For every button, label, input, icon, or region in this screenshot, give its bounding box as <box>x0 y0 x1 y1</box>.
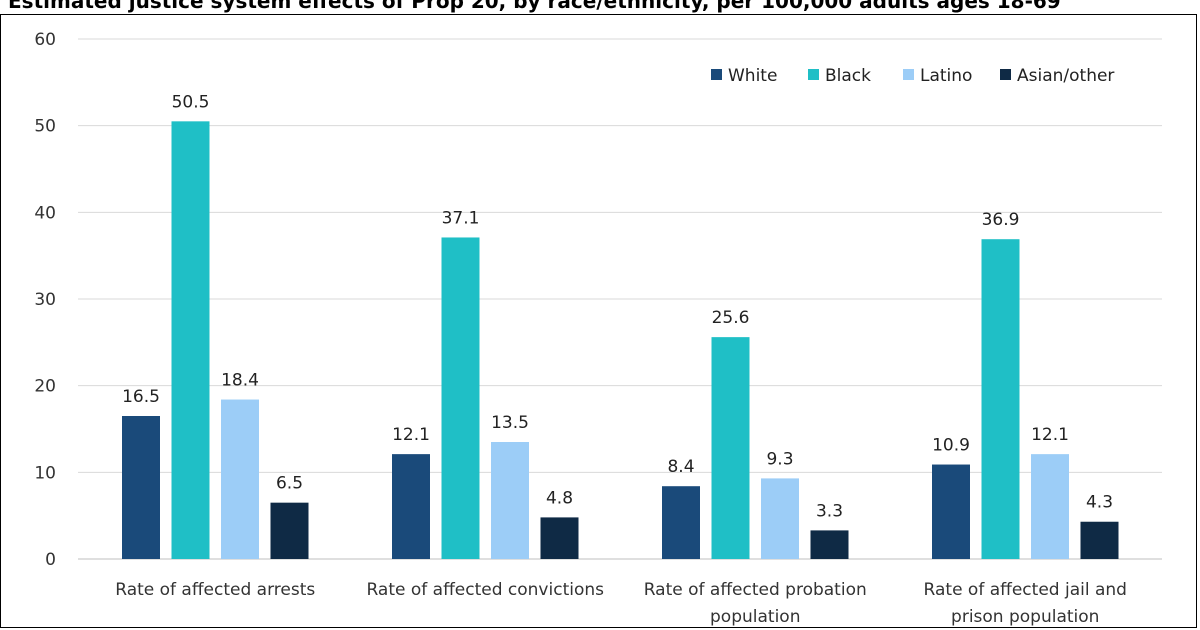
data-labels: 16.5 50.5 18.4 6.5 12.1 37.1 13.5 4.8 8.4 25.6 9.3… <box>122 92 1113 521</box>
bar-white <box>392 454 430 559</box>
x-tick-label: prison population <box>951 607 1099 627</box>
x-tick-label: Rate of affected jail and <box>924 580 1127 600</box>
y-tick-label: 0 <box>45 550 56 570</box>
data-label: 8.4 <box>667 457 694 477</box>
data-label: 50.5 <box>172 92 210 112</box>
data-label: 4.8 <box>546 488 573 508</box>
chart-frame <box>0 14 1197 628</box>
bar-white <box>932 464 970 559</box>
bar-latino <box>221 399 259 559</box>
x-tick-label: Rate of affected probation <box>644 580 867 600</box>
bar-white <box>122 416 160 559</box>
legend-swatch <box>903 69 914 80</box>
x-tick-label: population <box>710 607 800 627</box>
data-label: 9.3 <box>766 449 793 469</box>
data-label: 12.1 <box>392 425 430 445</box>
bar-white <box>662 486 700 559</box>
bar-asian-other <box>270 502 309 559</box>
bar-asian-other <box>1080 521 1119 559</box>
bar-black <box>981 239 1020 559</box>
data-label: 25.6 <box>712 308 750 328</box>
legend-swatch <box>808 69 819 80</box>
data-label: 18.4 <box>221 371 259 391</box>
data-label: 37.1 <box>442 208 480 228</box>
bar-asian-other <box>810 530 849 559</box>
data-label: 13.5 <box>491 413 529 433</box>
bars <box>122 121 1119 559</box>
y-tick-label: 40 <box>34 203 56 223</box>
bar-asian-other <box>540 517 579 559</box>
legend-swatch <box>1000 69 1011 80</box>
legend-label: White <box>728 66 777 86</box>
y-axis-ticks: 0 10 20 30 40 50 60 <box>34 30 56 570</box>
y-tick-label: 50 <box>34 117 56 137</box>
bar-latino <box>491 442 529 559</box>
bar-latino <box>761 478 799 559</box>
bar-black <box>711 337 750 559</box>
data-label: 36.9 <box>982 210 1020 230</box>
data-label: 4.3 <box>1086 493 1113 513</box>
y-tick-label: 20 <box>34 377 56 397</box>
y-tick-label: 60 <box>34 30 56 50</box>
y-tick-label: 10 <box>34 463 56 483</box>
data-label: 6.5 <box>276 474 303 494</box>
bar-black <box>171 121 210 559</box>
x-tick-label: Rate of affected arrests <box>115 580 315 600</box>
data-label: 16.5 <box>122 387 160 407</box>
data-label: 10.9 <box>932 436 970 456</box>
bar-black <box>441 237 480 559</box>
y-tick-label: 30 <box>34 290 56 310</box>
x-axis-categories: Rate of affected arrests Rate of affected… <box>115 580 1127 627</box>
data-label: 3.3 <box>816 501 843 521</box>
bar-latino <box>1031 454 1069 559</box>
legend-swatch <box>711 69 722 80</box>
legend-label: Asian/other <box>1017 66 1114 86</box>
chart-title: Estimated justice system effects of Prop… <box>8 0 1061 13</box>
legend: White Black Latino Asian/other <box>711 66 1114 86</box>
legend-label: Black <box>825 66 871 86</box>
legend-label: Latino <box>920 66 972 86</box>
x-tick-label: Rate of affected convictions <box>366 580 604 600</box>
data-label: 12.1 <box>1031 425 1069 445</box>
